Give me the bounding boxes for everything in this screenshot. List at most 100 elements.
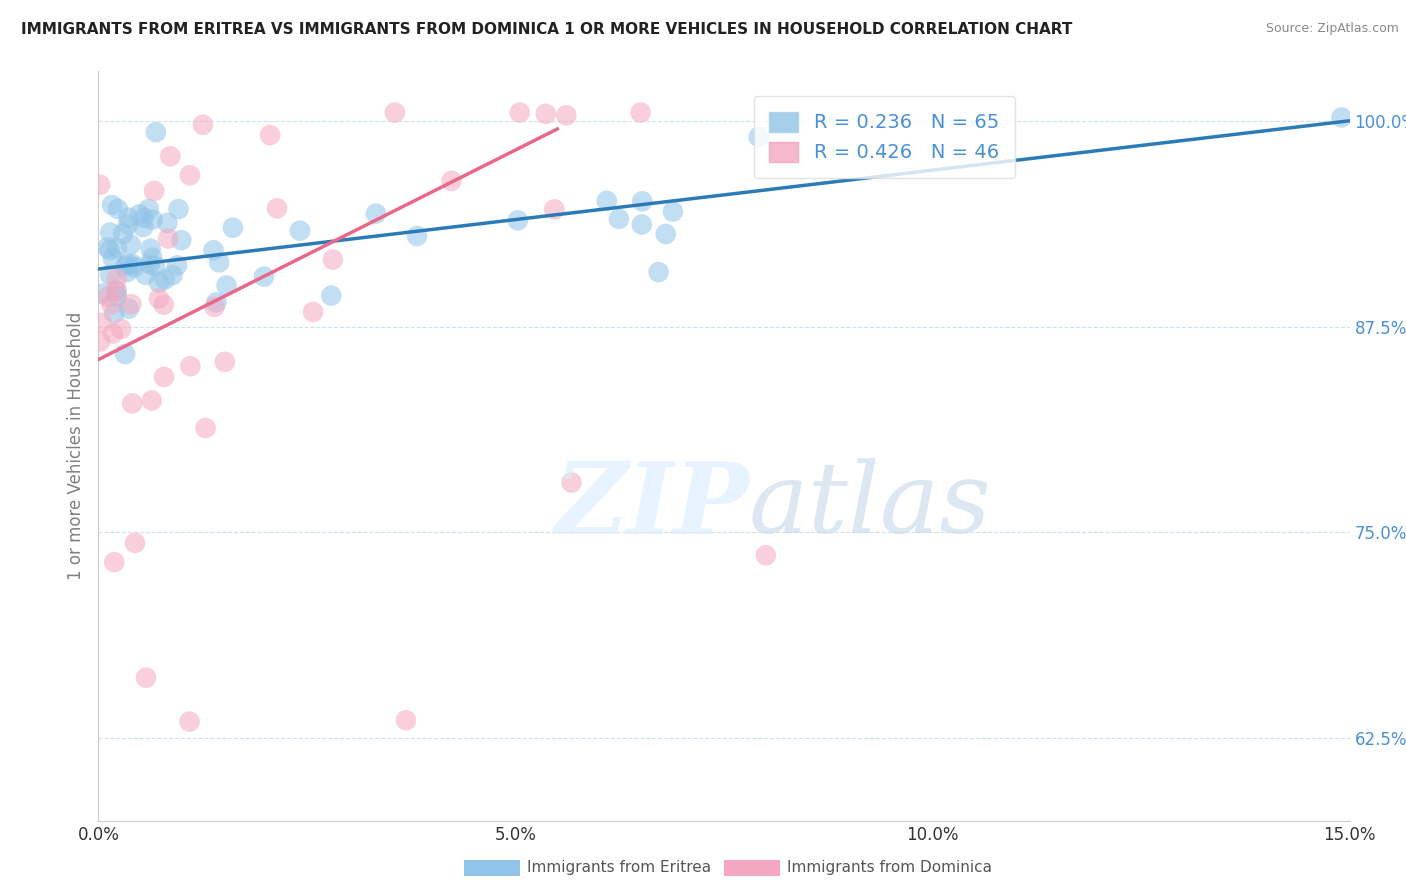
Point: [143, 184, 166, 198]
Point: [101, 252, 124, 266]
Y-axis label: 1 or more Vehicles in Household: 1 or more Vehicles in Household: [66, 312, 84, 580]
Point: [89, 334, 111, 349]
Point: [135, 268, 157, 282]
Text: Immigrants from Dominica: Immigrants from Dominica: [787, 861, 993, 875]
Point: [253, 269, 276, 284]
Point: [153, 272, 176, 286]
Point: [179, 168, 201, 182]
Point: [560, 475, 582, 490]
Point: [117, 265, 139, 279]
Point: [755, 548, 778, 562]
Point: [101, 198, 124, 212]
Point: [214, 355, 236, 369]
Point: [103, 306, 125, 320]
Point: [157, 231, 180, 245]
Point: [321, 288, 343, 302]
Point: [96, 240, 118, 254]
Text: ZIP: ZIP: [554, 458, 749, 554]
Point: [98, 226, 121, 240]
Point: [138, 202, 160, 216]
Point: [509, 105, 531, 120]
Point: [322, 252, 344, 267]
Point: [406, 229, 429, 244]
Point: [202, 300, 225, 314]
Point: [101, 326, 124, 341]
Point: [506, 213, 529, 227]
Point: [112, 227, 135, 241]
Point: [121, 396, 143, 410]
Point: [105, 289, 128, 303]
Point: [145, 125, 167, 139]
Point: [132, 219, 155, 234]
Legend: R = 0.236   N = 65, R = 0.426   N = 46: R = 0.236 N = 65, R = 0.426 N = 46: [754, 96, 1015, 178]
Point: [105, 283, 128, 297]
Point: [100, 297, 122, 311]
Point: [170, 233, 193, 247]
Point: [121, 297, 143, 311]
Point: [194, 421, 217, 435]
Point: [114, 259, 136, 273]
Point: [114, 347, 136, 361]
Point: [191, 118, 214, 132]
Point: [105, 241, 128, 255]
Point: [179, 359, 201, 374]
Point: [215, 278, 238, 293]
Point: [143, 259, 166, 273]
Point: [117, 211, 139, 225]
Point: [259, 128, 281, 142]
Point: [630, 105, 652, 120]
Point: [647, 265, 669, 279]
Point: [141, 212, 163, 227]
Point: [596, 194, 619, 208]
Point: [202, 244, 225, 258]
Text: IMMIGRANTS FROM ERITREA VS IMMIGRANTS FROM DOMINICA 1 OR MORE VEHICLES IN HOUSEH: IMMIGRANTS FROM ERITREA VS IMMIGRANTS FR…: [21, 22, 1073, 37]
Point: [148, 276, 170, 290]
Point: [117, 257, 139, 271]
Point: [302, 305, 325, 319]
Point: [166, 258, 188, 272]
Point: [103, 555, 125, 569]
Point: [607, 211, 630, 226]
Point: [124, 536, 146, 550]
Point: [117, 218, 139, 232]
Point: [208, 255, 231, 269]
Point: [266, 202, 288, 216]
Point: [118, 301, 141, 316]
Point: [97, 290, 120, 304]
Point: [630, 218, 652, 232]
Point: [1330, 111, 1353, 125]
Point: [555, 108, 578, 122]
Point: [179, 714, 201, 729]
Point: [156, 216, 179, 230]
Point: [159, 149, 181, 163]
Point: [132, 211, 155, 225]
Point: [205, 295, 228, 310]
Point: [148, 292, 170, 306]
Point: [395, 713, 418, 727]
Point: [139, 257, 162, 271]
Point: [141, 251, 163, 265]
Point: [124, 260, 146, 275]
Point: [440, 174, 463, 188]
Point: [91, 286, 114, 301]
Point: [105, 272, 128, 286]
Text: Source: ZipAtlas.com: Source: ZipAtlas.com: [1265, 22, 1399, 36]
Point: [364, 207, 387, 221]
Point: [162, 268, 184, 282]
Point: [152, 298, 174, 312]
Point: [105, 285, 128, 299]
Point: [135, 671, 157, 685]
Point: [98, 243, 121, 257]
Point: [543, 202, 565, 217]
Point: [534, 107, 557, 121]
Point: [139, 242, 162, 256]
Point: [98, 268, 121, 282]
Point: [122, 257, 145, 271]
Point: [153, 370, 176, 384]
Point: [167, 202, 190, 216]
Point: [90, 316, 112, 330]
Point: [120, 237, 142, 252]
Point: [288, 224, 311, 238]
Point: [107, 202, 129, 216]
Point: [128, 207, 150, 221]
